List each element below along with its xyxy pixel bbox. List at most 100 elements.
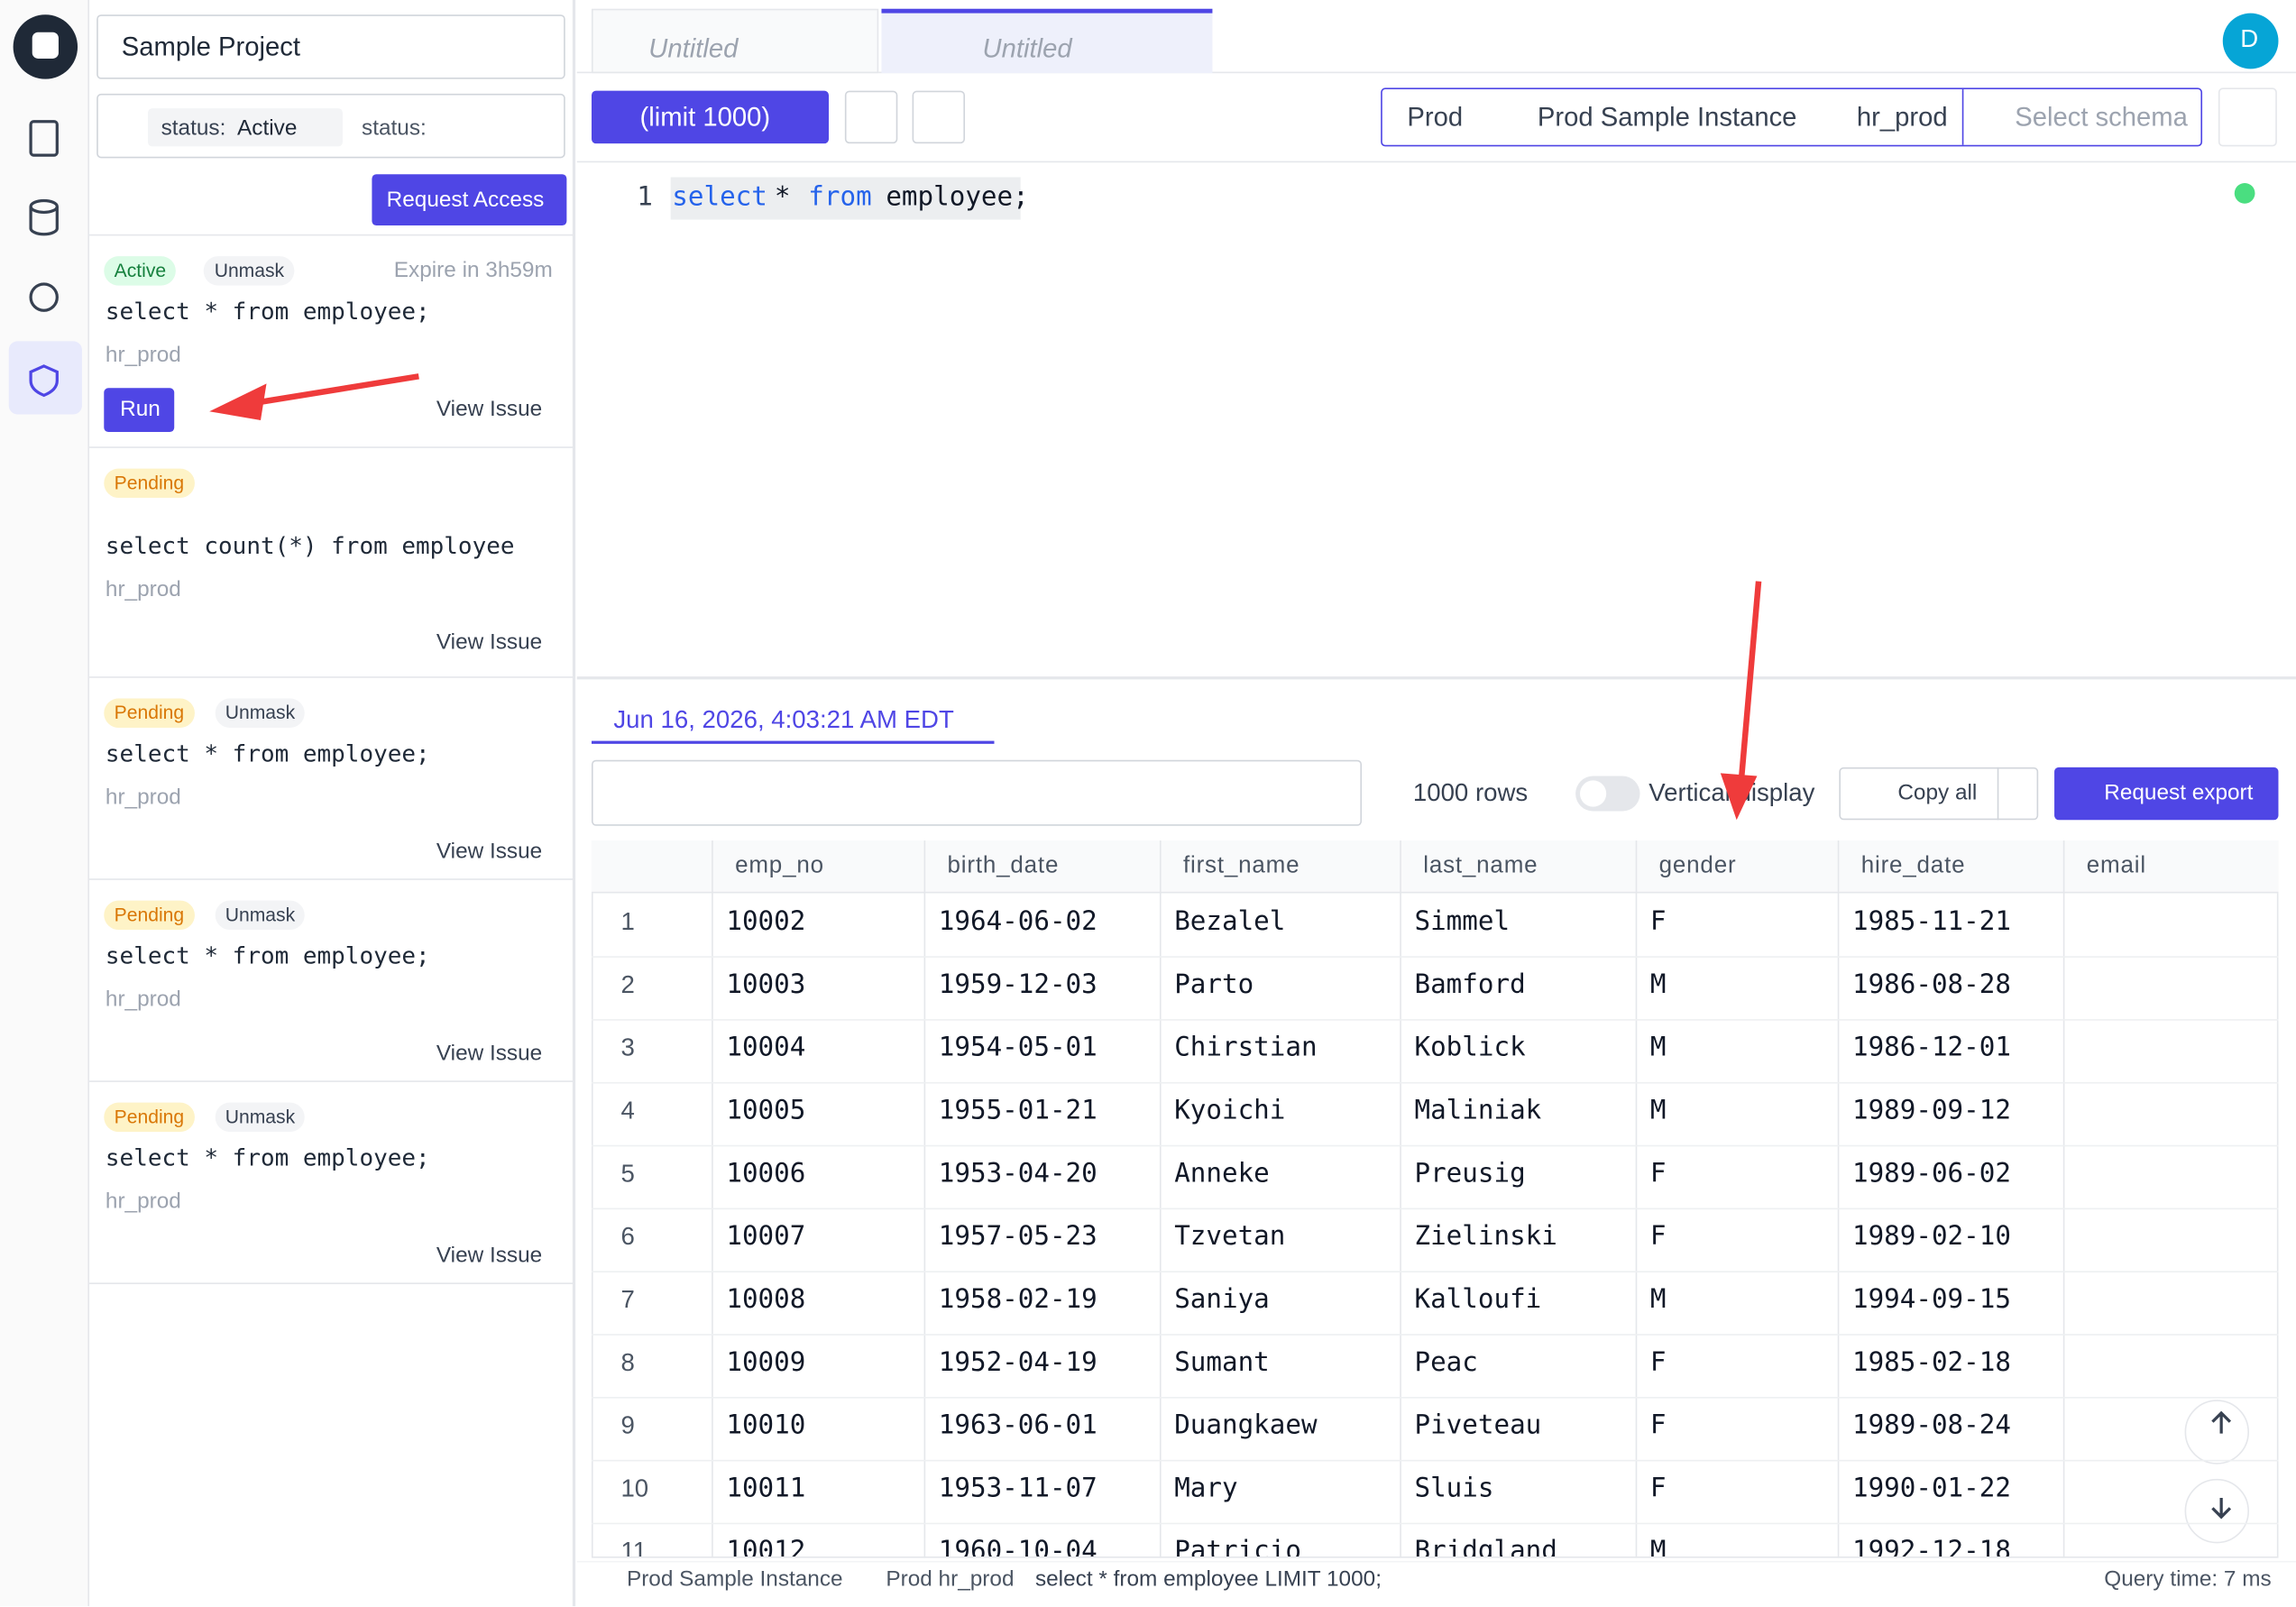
column-header[interactable]: emp_no [735,853,824,879]
column-header[interactable]: hire_date [1860,853,1966,879]
ai-button[interactable] [2218,87,2277,147]
share-button[interactable] [912,90,966,144]
row-divider [591,956,2279,958]
table-cell: Saniya [1174,1283,1270,1316]
table-cell: 1985-11-21 [1851,906,2011,938]
nav-active [8,341,82,415]
row-number: 7 [620,1285,635,1314]
table-cell: 1953-11-07 [938,1473,1097,1504]
breadcrumb-item[interactable]: hr_prod [1856,102,1948,133]
tab-title[interactable]: Untitled [648,33,739,63]
table-cell: Peac [1414,1346,1478,1378]
card-divider [89,446,574,448]
request-database: hr_prod [105,1189,181,1215]
export-button[interactable] [2054,767,2279,821]
project-name[interactable]: Sample Project [121,32,300,62]
table-cell: 1960-10-04 [938,1536,1097,1556]
request-access-label[interactable]: Request Access [386,187,545,213]
run-label[interactable]: (limit 1000) [639,102,771,133]
column-divider [712,840,713,1558]
table-cell: 10004 [726,1032,806,1063]
table-cell: Sumant [1174,1346,1270,1378]
column-divider [2062,840,2065,1558]
filter-input[interactable]: status: [362,115,427,141]
row-divider [591,1144,2279,1147]
column-header[interactable]: first_name [1182,853,1300,879]
table-cell: F [1649,906,1667,938]
column-divider [1837,840,1840,1558]
request-database: hr_prod [105,987,181,1012]
code-token: select [672,181,767,213]
avatar-initial: D [2240,24,2259,53]
status-tag: Active [104,256,177,286]
column-header[interactable]: birth_date [947,853,1060,879]
footer-database: Prod hr_prod [886,1566,1015,1592]
divider [1961,89,1964,145]
filter-box[interactable] [96,93,565,159]
table-cell: M [1649,1283,1667,1316]
run-button[interactable] [591,90,830,144]
schema-select[interactable]: Select schema [2015,102,2188,133]
table-cell: 1989-06-02 [1851,1158,2011,1189]
tab[interactable] [591,8,879,74]
tab-active[interactable] [881,8,1213,74]
breadcrumb-item[interactable]: Prod [1407,102,1464,133]
divider [576,161,2296,163]
row-divider [591,1019,2279,1021]
view-issue-link[interactable]: View Issue [436,839,543,864]
nav-icons [29,120,59,398]
status-tag: Pending [104,468,195,499]
row-number: 8 [620,1348,635,1377]
table-cell: M [1649,1095,1667,1126]
table-cell: 1989-02-10 [1851,1221,2011,1253]
table-cell: Duangkaew [1174,1410,1318,1441]
table-cell: 10010 [726,1410,806,1441]
result-timestamp[interactable]: Jun 16, 2026, 4:03:21 AM EDT [613,705,954,734]
table-cell: Kyoichi [1174,1095,1286,1126]
table-cell: 1952-04-19 [938,1346,1097,1378]
request-sql: select * from employee; [105,297,430,326]
column-header[interactable]: gender [1658,853,1737,879]
line-number: 1 [637,181,653,213]
table-cell: 10009 [726,1346,806,1378]
column-header[interactable]: last_name [1423,853,1538,879]
card-divider [89,676,574,678]
copy-button[interactable] [1839,767,2039,821]
breadcrumb-item[interactable]: Prod Sample Instance [1537,102,1797,133]
run-label[interactable]: Run [120,397,161,422]
request-database: hr_prod [105,342,181,368]
project-select[interactable] [96,14,565,79]
divider [576,676,2296,680]
tab-bar [576,0,2296,74]
request-export-label[interactable]: Request export [2104,780,2254,806]
table-cell: 1964-06-02 [938,906,1097,938]
run-request-button[interactable] [104,388,175,432]
save-button[interactable] [844,90,898,144]
request-database: hr_prod [105,785,181,810]
tab-underline [591,740,995,744]
tab-title[interactable]: Untitled [982,33,1072,63]
table-cell: 1958-02-19 [938,1283,1097,1316]
request-database: hr_prod [105,576,181,602]
footer-statement: select * from employee LIMIT 1000; [1034,1566,1382,1592]
request-access-button[interactable] [372,174,567,226]
view-issue-link[interactable]: View Issue [436,1243,543,1269]
view-issue-link[interactable]: View Issue [436,1041,543,1067]
status-tag: Pending [104,1102,195,1133]
view-issue-link[interactable]: View Issue [436,629,543,655]
query-time: Query time: 7 ms [2104,1566,2272,1592]
scroll-up[interactable] [2184,1400,2250,1465]
column-header[interactable]: email [2086,853,2146,879]
copy-all-label[interactable]: Copy all [1897,780,1978,806]
table-cell: Zielinski [1414,1221,1557,1253]
table-cell: 1957-05-23 [938,1221,1097,1253]
expire-time: Expire in 3h59m [393,257,553,283]
table-cell: M [1649,969,1667,1000]
row-number: 10 [620,1474,649,1502]
view-issue-link[interactable]: View Issue [436,397,543,422]
connection-bar[interactable] [1381,87,2203,147]
table-cell: 1963-06-01 [938,1410,1097,1441]
result-filter[interactable] [591,759,1363,826]
sidebar [89,0,576,1607]
